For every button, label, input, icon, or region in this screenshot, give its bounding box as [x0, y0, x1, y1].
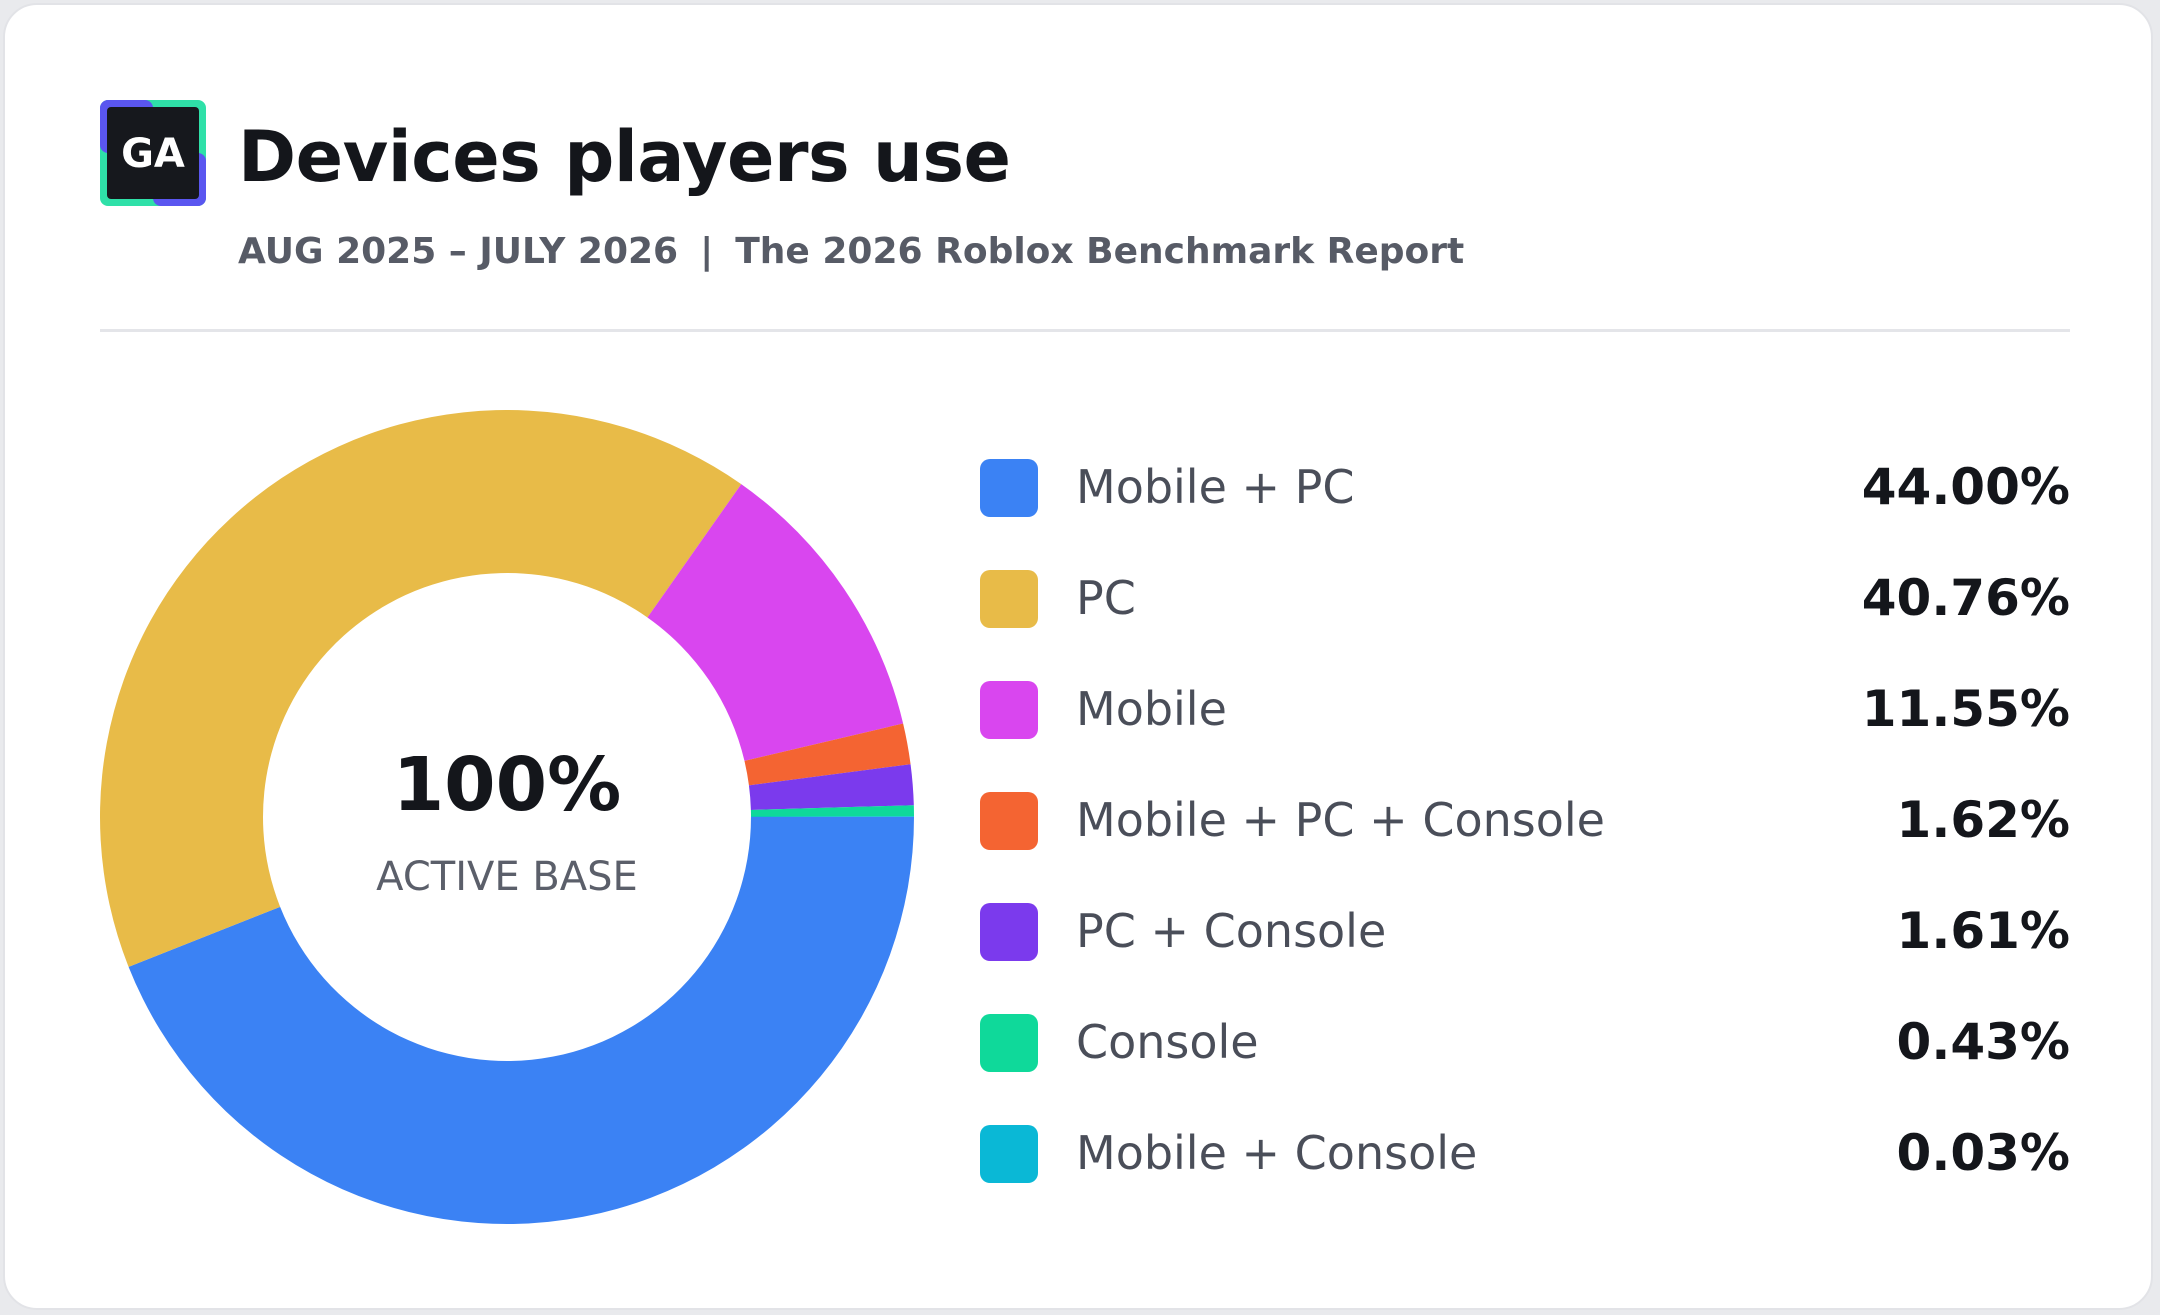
legend-value: 44.00% — [1861, 458, 2070, 516]
legend-item-pc-console: PC + Console 1.61% — [980, 885, 2070, 996]
donut-slice-mobile-pc-console — [744, 723, 911, 786]
chart-title: Devices players use — [238, 116, 1011, 198]
legend-swatch — [980, 1125, 1038, 1183]
legend-item-pc: PC 40.76% — [980, 552, 2070, 663]
donut-chart-svg — [100, 410, 914, 1224]
legend-label: PC + Console — [1076, 904, 1387, 958]
donut-slice-pc — [100, 410, 742, 967]
legend-value: 0.43% — [1896, 1013, 2070, 1071]
donut-slice-pc-console — [748, 764, 914, 810]
donut-center-label: ACTIVE BASE — [376, 854, 638, 900]
ga-logo: GA — [100, 100, 206, 206]
legend-value: 1.62% — [1896, 791, 2070, 849]
logo-text: GA — [121, 131, 185, 177]
legend-value: 0.03% — [1896, 1124, 2070, 1182]
legend-value: 1.61% — [1896, 902, 2070, 960]
legend-label: PC — [1076, 571, 1136, 625]
donut-slice-console — [750, 805, 914, 817]
legend-item-mobile-console: Mobile + Console 0.03% — [980, 1107, 2070, 1218]
report-period: AUG 2025 – JULY 2026 — [238, 231, 679, 272]
donut-slice-mobile-pc — [128, 817, 914, 1224]
legend-swatch — [980, 459, 1038, 517]
donut-slice-mobile — [647, 484, 904, 761]
legend-swatch — [980, 570, 1038, 628]
legend-label: Mobile + PC + Console — [1076, 793, 1605, 847]
legend-label: Mobile + Console — [1076, 1126, 1478, 1180]
donut-center-value: 100% — [392, 742, 622, 828]
report-name: The 2026 Roblox Benchmark Report — [735, 231, 1465, 272]
subtitle-separator: | — [700, 231, 714, 272]
legend-value: 40.76% — [1861, 569, 2070, 627]
legend-item-mobile-pc-console: Mobile + PC + Console 1.62% — [980, 774, 2070, 885]
legend-value: 11.55% — [1861, 680, 2070, 738]
legend-label: Mobile — [1076, 682, 1227, 736]
ga-logo-mark: GA — [100, 100, 206, 206]
legend-item-mobile-pc: Mobile + PC 44.00% — [980, 441, 2070, 552]
legend-swatch — [980, 1014, 1038, 1072]
legend-label: Console — [1076, 1015, 1259, 1069]
legend-swatch — [980, 792, 1038, 850]
legend-swatch — [980, 903, 1038, 961]
legend-swatch — [980, 681, 1038, 739]
legend-item-console: Console 0.43% — [980, 996, 2070, 1107]
legend-item-mobile: Mobile 11.55% — [980, 663, 2070, 774]
donut-slice-mobile-console — [750, 816, 914, 817]
header-divider — [100, 329, 2070, 332]
chart-subtitle: AUG 2025 – JULY 2026 | The 2026 Roblox Ben… — [238, 227, 1464, 277]
donut-chart — [100, 410, 914, 1224]
legend-label: Mobile + PC — [1076, 460, 1355, 514]
chart-card: GA Devices players use AUG 2025 – JULY 2… — [3, 3, 2153, 1310]
chart-legend: Mobile + PC 44.00% PC 40.76% Mobile 11.55% Mob… — [980, 441, 2070, 1218]
